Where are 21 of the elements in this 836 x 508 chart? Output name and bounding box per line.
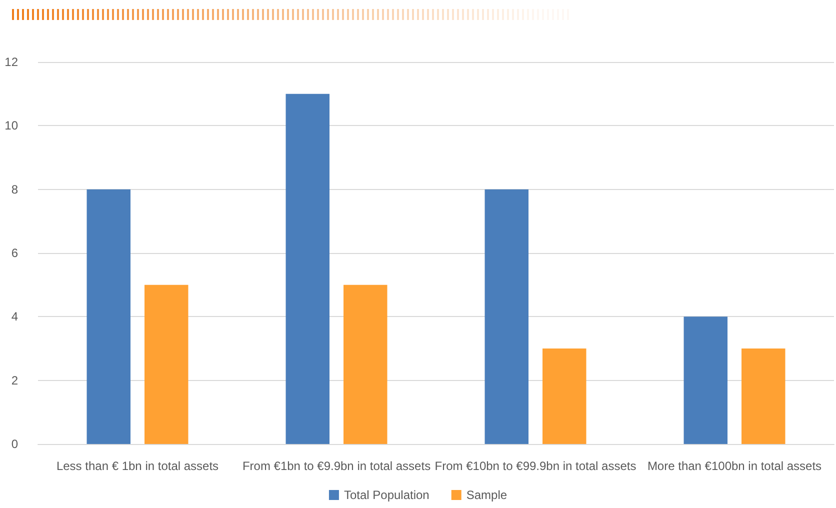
legend-label: Total Population bbox=[344, 488, 430, 502]
bar bbox=[484, 189, 528, 444]
x-tick-label: From €10bn to €99.9bn in total assets bbox=[434, 459, 636, 473]
x-tick-label: Less than € 1bn in total assets bbox=[56, 459, 219, 473]
y-tick-label: 12 bbox=[4, 55, 18, 69]
x-tick-label: From €1bn to €9.9bn in total assets bbox=[242, 459, 431, 473]
bar bbox=[86, 189, 130, 444]
y-tick-label: 8 bbox=[11, 182, 18, 196]
bar bbox=[286, 94, 330, 444]
y-tick-label: 4 bbox=[11, 310, 18, 324]
bar bbox=[742, 348, 786, 444]
bar bbox=[542, 348, 586, 444]
y-tick-label: 0 bbox=[11, 437, 18, 451]
bar bbox=[684, 316, 728, 444]
x-tick-label: More than €100bn in total assets bbox=[647, 459, 822, 473]
legend-label: Sample bbox=[466, 488, 508, 502]
y-tick-label: 2 bbox=[11, 373, 18, 388]
bar bbox=[144, 284, 188, 444]
bar bbox=[344, 284, 388, 444]
y-tick-label: 10 bbox=[4, 118, 18, 133]
y-tick-label: 6 bbox=[11, 246, 18, 260]
